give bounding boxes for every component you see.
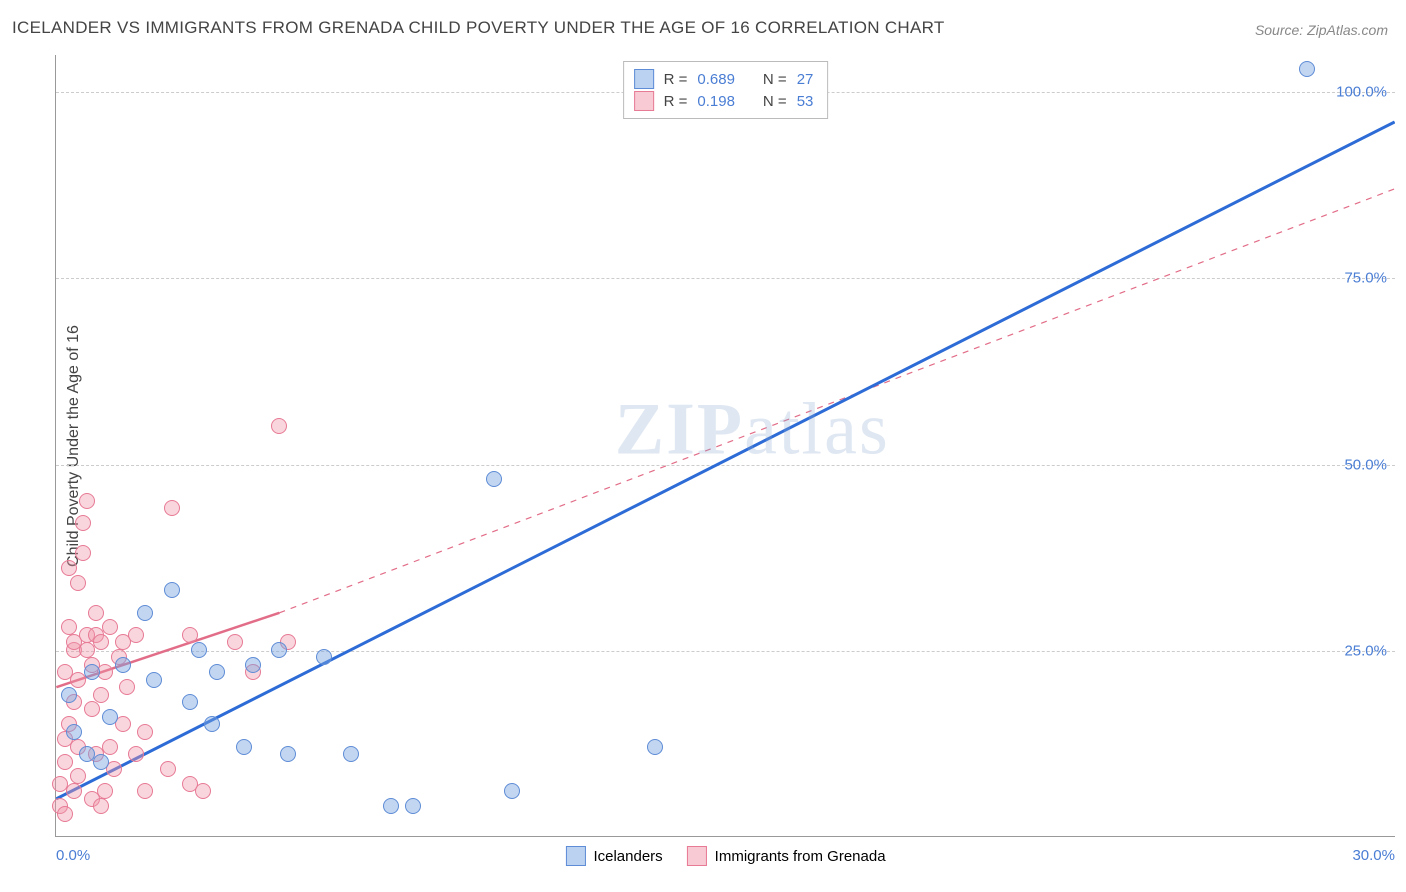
scatter-point xyxy=(115,716,131,732)
source-attribution: Source: ZipAtlas.com xyxy=(1255,22,1388,38)
scatter-point xyxy=(280,746,296,762)
scatter-point xyxy=(93,687,109,703)
scatter-point xyxy=(191,642,207,658)
y-tick-label: 50.0% xyxy=(1344,456,1387,473)
scatter-point xyxy=(137,783,153,799)
scatter-point xyxy=(128,627,144,643)
legend-swatch-blue-icon xyxy=(565,846,585,866)
scatter-point xyxy=(164,500,180,516)
y-tick-label: 100.0% xyxy=(1336,84,1387,101)
legend-label-grenada: Immigrants from Grenada xyxy=(715,848,886,865)
scatter-point xyxy=(128,746,144,762)
scatter-plot: Child Poverty Under the Age of 16 25.0%5… xyxy=(55,55,1395,837)
scatter-point xyxy=(93,754,109,770)
scatter-point xyxy=(245,657,261,673)
scatter-point xyxy=(146,672,162,688)
scatter-point xyxy=(93,634,109,650)
series-legend: Icelanders Immigrants from Grenada xyxy=(565,846,885,866)
scatter-point xyxy=(75,515,91,531)
scatter-point xyxy=(160,761,176,777)
scatter-point xyxy=(271,642,287,658)
scatter-point xyxy=(88,605,104,621)
scatter-point xyxy=(115,657,131,673)
scatter-point xyxy=(102,619,118,635)
scatter-point xyxy=(102,709,118,725)
scatter-point xyxy=(137,605,153,621)
scatter-point xyxy=(119,679,135,695)
scatter-point xyxy=(66,783,82,799)
scatter-point xyxy=(209,664,225,680)
scatter-point xyxy=(57,806,73,822)
scatter-point xyxy=(204,716,220,732)
scatter-point xyxy=(61,687,77,703)
trend-lines xyxy=(56,55,1395,836)
legend-label-icelanders: Icelanders xyxy=(593,848,662,865)
scatter-point xyxy=(1299,61,1315,77)
scatter-point xyxy=(84,664,100,680)
scatter-point xyxy=(75,545,91,561)
scatter-point xyxy=(316,649,332,665)
scatter-point xyxy=(70,768,86,784)
trend-line xyxy=(56,122,1394,799)
y-tick-label: 75.0% xyxy=(1344,270,1387,287)
scatter-point xyxy=(93,798,109,814)
scatter-point xyxy=(84,701,100,717)
scatter-point xyxy=(405,798,421,814)
legend-swatch-blue xyxy=(634,69,654,89)
scatter-point xyxy=(106,761,122,777)
scatter-point xyxy=(504,783,520,799)
scatter-point xyxy=(182,694,198,710)
scatter-point xyxy=(195,783,211,799)
scatter-point xyxy=(647,739,663,755)
scatter-point xyxy=(79,493,95,509)
scatter-point xyxy=(97,783,113,799)
x-tick-first: 0.0% xyxy=(56,847,90,864)
scatter-point xyxy=(102,739,118,755)
legend-swatch-pink xyxy=(634,91,654,111)
trend-line xyxy=(279,189,1394,613)
correlation-legend: R = 0.689 N = 27 R = 0.198 N = 53 xyxy=(623,61,829,119)
legend-swatch-pink-icon xyxy=(687,846,707,866)
scatter-point xyxy=(227,634,243,650)
scatter-point xyxy=(236,739,252,755)
scatter-point xyxy=(486,471,502,487)
scatter-point xyxy=(164,582,180,598)
scatter-point xyxy=(182,627,198,643)
gridline xyxy=(56,278,1395,279)
scatter-point xyxy=(137,724,153,740)
gridline xyxy=(56,465,1395,466)
scatter-point xyxy=(66,724,82,740)
scatter-point xyxy=(271,418,287,434)
scatter-point xyxy=(383,798,399,814)
scatter-point xyxy=(70,575,86,591)
x-tick-last: 30.0% xyxy=(1352,847,1395,864)
scatter-point xyxy=(57,754,73,770)
scatter-point xyxy=(343,746,359,762)
scatter-point xyxy=(61,619,77,635)
watermark: ZIPatlas xyxy=(615,387,890,472)
chart-title: ICELANDER VS IMMIGRANTS FROM GRENADA CHI… xyxy=(12,18,945,38)
y-tick-label: 25.0% xyxy=(1344,642,1387,659)
scatter-point xyxy=(61,560,77,576)
gridline xyxy=(56,651,1395,652)
